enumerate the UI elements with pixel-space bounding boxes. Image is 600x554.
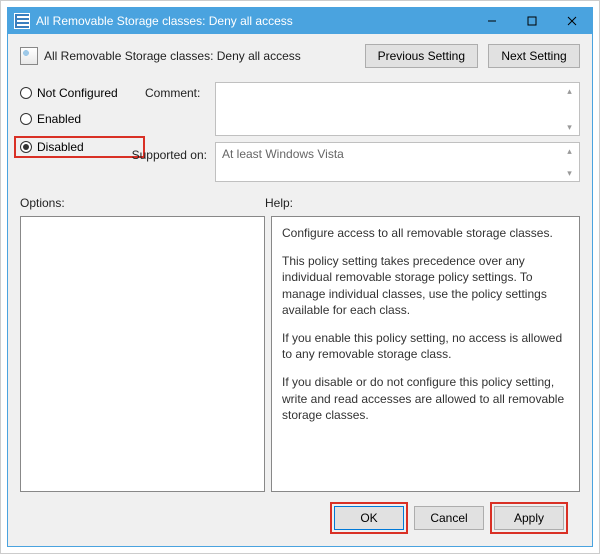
policy-icon xyxy=(20,47,38,65)
radio-label: Enabled xyxy=(37,112,81,126)
config-grid: Not Configured Enabled Disabled Comment:… xyxy=(20,82,580,182)
minimize-button[interactable] xyxy=(472,8,512,34)
help-pane: Configure access to all removable storag… xyxy=(271,216,580,492)
outer-frame: All Removable Storage classes: Deny all … xyxy=(0,0,600,554)
scroll-up-icon[interactable]: ▴ xyxy=(562,144,577,158)
help-paragraph: If you enable this policy setting, no ac… xyxy=(282,330,569,362)
highlight-apply: Apply xyxy=(490,502,568,534)
radio-icon xyxy=(20,113,32,125)
next-setting-button[interactable]: Next Setting xyxy=(488,44,580,68)
scroll-down-icon[interactable]: ▾ xyxy=(562,120,577,134)
radio-icon xyxy=(20,87,32,99)
dialog-footer: OK Cancel Apply xyxy=(20,492,580,546)
comment-label: Comment: xyxy=(145,82,215,100)
options-pane xyxy=(20,216,265,492)
window-title: All Removable Storage classes: Deny all … xyxy=(36,14,293,28)
maximize-button[interactable] xyxy=(512,8,552,34)
highlight-ok: OK xyxy=(330,502,408,534)
panes: Configure access to all removable storag… xyxy=(20,216,580,492)
panes-header: Options: Help: xyxy=(20,196,580,210)
radio-enabled[interactable]: Enabled xyxy=(20,110,145,128)
supported-on-value: At least Windows Vista xyxy=(222,147,344,161)
close-button[interactable] xyxy=(552,8,592,34)
supported-on-box: At least Windows Vista ▴ ▾ xyxy=(215,142,580,182)
supported-on-label: Supported on: xyxy=(20,142,215,162)
help-paragraph: If you disable or do not configure this … xyxy=(282,374,569,423)
comment-textarea[interactable]: ▴ ▾ xyxy=(215,82,580,136)
help-label: Help: xyxy=(265,196,293,210)
ok-button[interactable]: OK xyxy=(334,506,404,530)
help-paragraph: This policy setting takes precedence ove… xyxy=(282,253,569,318)
scroll-up-icon[interactable]: ▴ xyxy=(562,84,577,98)
help-paragraph: Configure access to all removable storag… xyxy=(282,225,569,241)
policy-icon xyxy=(14,13,30,29)
client-area: All Removable Storage classes: Deny all … xyxy=(8,34,592,546)
titlebar: All Removable Storage classes: Deny all … xyxy=(8,8,592,34)
radio-not-configured[interactable]: Not Configured xyxy=(20,84,145,102)
nav-buttons: Previous Setting Next Setting xyxy=(365,44,580,68)
scroll-down-icon[interactable]: ▾ xyxy=(562,166,577,180)
previous-setting-button[interactable]: Previous Setting xyxy=(365,44,478,68)
page-title: All Removable Storage classes: Deny all … xyxy=(44,49,301,63)
apply-button[interactable]: Apply xyxy=(494,506,564,530)
dialog-window: All Removable Storage classes: Deny all … xyxy=(7,7,593,547)
options-label: Options: xyxy=(20,196,265,210)
cancel-button[interactable]: Cancel xyxy=(414,506,484,530)
radio-label: Not Configured xyxy=(37,86,118,100)
header-row: All Removable Storage classes: Deny all … xyxy=(20,44,580,68)
